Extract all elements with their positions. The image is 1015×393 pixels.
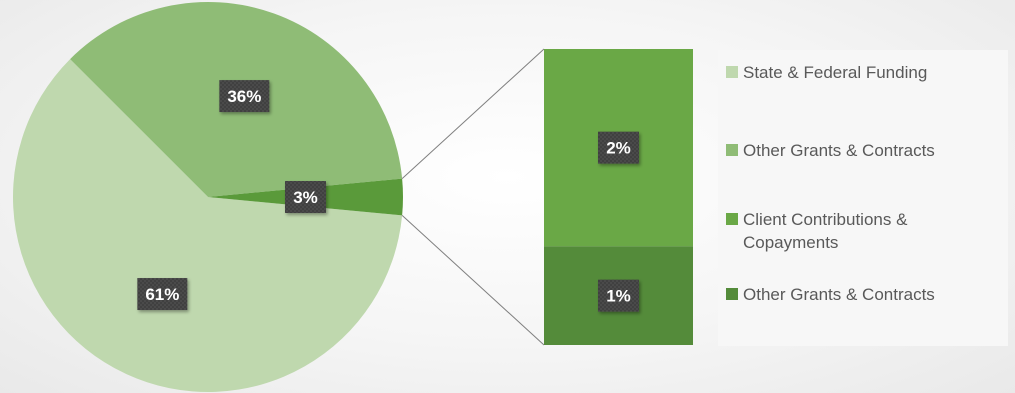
legend-swatch [726,66,738,78]
legend-label: Client Contributions & Copayments [743,210,908,252]
data-label: 3% [285,181,326,213]
legend-item: Other Grants & Contracts [726,283,1003,306]
legend-item: Client Contributions & Copayments [726,208,1003,254]
legend: State & Federal Funding Other Grants & C… [718,50,1008,346]
legend-label: Other Grants & Contracts [743,285,935,304]
connector-line [401,214,545,346]
data-label-text: 2% [606,139,631,158]
data-label-text: 36% [227,87,261,106]
data-label-text: 61% [145,285,179,304]
data-label: 1% [598,279,639,312]
legend-swatch [726,288,738,300]
data-label-text: 1% [606,287,631,306]
legend-label: Other Grants & Contracts [743,141,935,160]
legend-swatch [726,144,738,156]
legend-item: Other Grants & Contracts [726,139,1003,162]
data-label-box [598,131,639,164]
legend-item: State & Federal Funding [726,61,1003,84]
data-label: 36% [219,80,270,113]
legend-swatch [726,213,738,225]
legend-label: State & Federal Funding [743,63,928,82]
connector-line [401,48,545,180]
data-label: 61% [137,278,188,311]
pie-slice [12,59,403,392]
data-label-box [285,181,326,213]
data-label-box [137,278,188,311]
data-label-box [598,279,639,312]
data-label: 2% [598,131,639,164]
data-label-text: 3% [293,188,318,207]
data-label-box [219,80,270,113]
